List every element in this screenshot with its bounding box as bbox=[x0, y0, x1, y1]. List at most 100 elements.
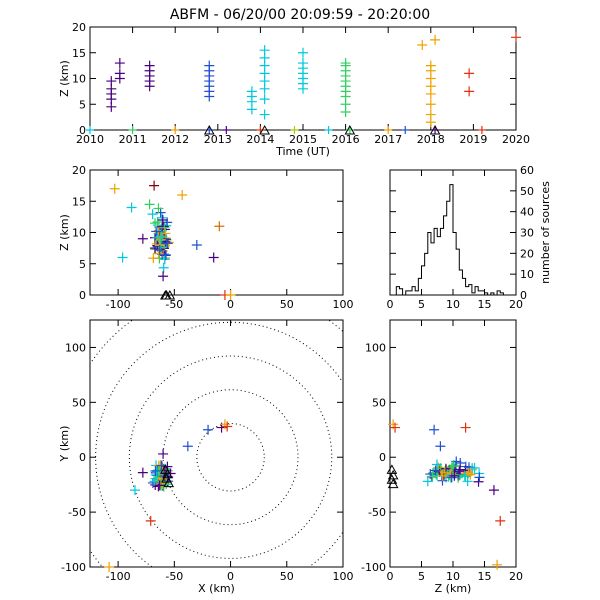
y-tick-label: 0 bbox=[79, 124, 86, 137]
cluster-source-marker bbox=[159, 222, 170, 233]
cluster-source-marker bbox=[150, 465, 161, 476]
y-tick-label: 0 bbox=[379, 451, 386, 464]
time-source-marker bbox=[340, 58, 351, 69]
cluster-source-marker bbox=[154, 480, 165, 491]
outlier-source-marker bbox=[208, 252, 219, 263]
time-source-marker bbox=[425, 109, 436, 120]
outlier-source-marker bbox=[104, 562, 115, 572]
x-axis-label: Z (km) bbox=[435, 582, 472, 595]
x-tick-label: 2017 bbox=[374, 133, 402, 146]
cluster-source-marker bbox=[147, 477, 158, 488]
x-tick-label: 2018 bbox=[417, 133, 445, 146]
x-height-panel: -100 -50 0 50 100 0 5 10 15 20 Z (km) bbox=[58, 164, 354, 311]
y-tick-label: 20 bbox=[72, 21, 86, 34]
x-tick-label: 2019 bbox=[459, 133, 487, 146]
time-source-marker bbox=[430, 34, 441, 45]
z-y-view-panel: 0 5 10 15 20 -100 -50 0 50 100 Z (km) bbox=[361, 319, 523, 595]
time-source-marker bbox=[464, 68, 475, 79]
outlier-source-marker bbox=[495, 515, 506, 526]
time-source-marker bbox=[246, 86, 257, 97]
time-source-marker bbox=[114, 58, 125, 69]
plot-frame bbox=[89, 319, 344, 568]
ground-source-marker bbox=[384, 126, 393, 134]
outlier-source-marker bbox=[117, 252, 128, 263]
plot-frame bbox=[389, 319, 517, 568]
cluster-source-marker bbox=[160, 249, 171, 260]
cluster-source-marker bbox=[431, 459, 442, 470]
y-tick-label: 40 bbox=[520, 206, 534, 219]
x-tick-label: 10 bbox=[446, 570, 460, 583]
x-tick-label: 100 bbox=[333, 570, 354, 583]
station-triangle bbox=[429, 124, 441, 135]
outlier-source-marker bbox=[158, 448, 169, 459]
y-tick-label: 0 bbox=[79, 451, 86, 464]
y-tick-label: 5 bbox=[79, 98, 86, 111]
outlier-source-marker bbox=[222, 421, 233, 432]
x-tick-label: 50 bbox=[280, 298, 294, 311]
plot-frame bbox=[89, 169, 344, 296]
station-triangle bbox=[344, 124, 356, 135]
station-triangle bbox=[387, 478, 399, 489]
time-source-marker bbox=[464, 86, 475, 97]
x-tick-label: 2014 bbox=[246, 133, 274, 146]
cluster-source-marker bbox=[455, 464, 466, 475]
cluster-source-marker bbox=[162, 238, 173, 249]
x-tick-label: 100 bbox=[333, 298, 354, 311]
y-tick-label: 0 bbox=[520, 289, 527, 302]
outlier-source-marker bbox=[460, 422, 471, 433]
x-tick-label: 0 bbox=[387, 570, 394, 583]
station-triangle bbox=[163, 477, 175, 488]
time-source-marker bbox=[417, 40, 428, 51]
y-tick-label: 50 bbox=[372, 396, 386, 409]
time-height-panel: 2010 2011 2012 2013 2014 2015 2016 2017 2018 2019… bbox=[58, 21, 530, 158]
cluster-source-marker bbox=[147, 209, 158, 220]
y-tick-label: 100 bbox=[365, 341, 386, 354]
cluster-source-marker bbox=[425, 469, 436, 480]
cluster-source-marker bbox=[149, 218, 160, 229]
station-triangle bbox=[259, 124, 271, 135]
x-tick-label: 15 bbox=[478, 570, 492, 583]
range-rings bbox=[90, 320, 343, 567]
x-tick-label: 2013 bbox=[204, 133, 232, 146]
cluster-source-marker bbox=[449, 470, 460, 481]
cluster-source-marker bbox=[151, 226, 162, 237]
outlier-source-marker bbox=[488, 485, 499, 496]
cluster-source-marker bbox=[447, 461, 458, 472]
ground-source-marker bbox=[86, 126, 94, 134]
outlier-source-marker bbox=[126, 202, 137, 213]
y-tick-label: -100 bbox=[61, 561, 86, 574]
y-tick-label: 15 bbox=[72, 195, 86, 208]
ground-source-marker bbox=[477, 126, 486, 134]
x-tick-label: 20 bbox=[509, 570, 523, 583]
x-tick-label: 2015 bbox=[289, 133, 317, 146]
figure-title: ABFM - 06/20/00 20:09:59 - 20:20:00 bbox=[170, 7, 430, 23]
y-tick-label: 15 bbox=[72, 47, 86, 60]
ground-source-marker bbox=[222, 126, 231, 134]
y-tick-label: 60 bbox=[520, 164, 534, 177]
ground-source-marker bbox=[128, 126, 137, 134]
y-tick-label: 50 bbox=[72, 396, 86, 409]
cluster-source-marker bbox=[446, 472, 457, 483]
station-triangle bbox=[386, 474, 398, 484]
y-axis-label: number of sources bbox=[539, 181, 552, 284]
y-tick-label: 30 bbox=[520, 227, 534, 240]
outlier-source-marker bbox=[191, 240, 202, 250]
outlier-source-marker bbox=[225, 290, 236, 300]
station-triangle bbox=[162, 468, 173, 479]
x-axis-label: X (km) bbox=[198, 582, 235, 595]
x-tick-label: 20 bbox=[509, 298, 523, 311]
y-axis-label: Z (km) bbox=[58, 214, 71, 251]
time-source-marker bbox=[114, 68, 125, 79]
y-tick-label: 100 bbox=[65, 341, 86, 354]
x-tick-label: 5 bbox=[418, 298, 425, 311]
outlier-source-marker bbox=[109, 183, 120, 194]
cluster-source-marker bbox=[155, 476, 166, 487]
ground-source-marker bbox=[324, 126, 333, 134]
range-ring bbox=[196, 422, 265, 492]
x-tick-label: 2012 bbox=[161, 133, 189, 146]
time-source-marker bbox=[106, 76, 117, 87]
ground-source-marker bbox=[171, 126, 180, 134]
ground-source-marker bbox=[290, 126, 299, 134]
range-ring bbox=[90, 320, 343, 567]
station-triangle bbox=[161, 289, 172, 300]
